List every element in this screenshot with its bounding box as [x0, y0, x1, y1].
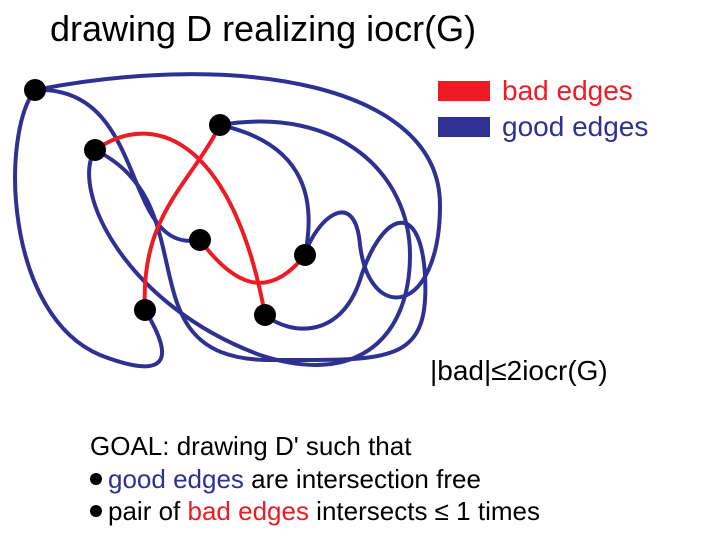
bullet-icon — [90, 505, 102, 517]
graph-node — [254, 304, 276, 326]
bad-edge — [95, 134, 265, 315]
goal-b1-good: good edges — [108, 464, 244, 494]
goal-b2-bad: bad edges — [188, 496, 309, 526]
graph-node — [189, 229, 211, 251]
legend: bad edges good edges — [438, 75, 648, 147]
graph-diagram — [10, 55, 450, 375]
goal-bullet-2: pair of bad edges intersects ≤ 1 times — [90, 495, 540, 528]
goal-b2-post: intersects ≤ 1 times — [309, 496, 540, 526]
goal-block: GOAL: drawing D' such that good edges ar… — [90, 430, 540, 528]
good-edge — [15, 90, 162, 366]
goal-b2-pre: pair of — [108, 496, 188, 526]
legend-row-good: good edges — [438, 111, 648, 143]
legend-label-good: good edges — [502, 111, 648, 143]
graph-node — [24, 79, 46, 101]
goal-b1-post: are intersection free — [244, 464, 481, 494]
goal-bullet-1: good edges are intersection free — [90, 463, 540, 496]
graph-node — [134, 299, 156, 321]
good-edge — [35, 74, 440, 297]
good-edge — [89, 122, 410, 365]
graph-node — [294, 244, 316, 266]
graph-node — [209, 114, 231, 136]
formula-text: |bad|≤2iocr(G) — [430, 355, 608, 387]
bullet-icon — [90, 473, 102, 485]
bad-edges-group — [95, 125, 305, 315]
good-edge — [220, 125, 309, 255]
good-edge — [95, 150, 425, 360]
legend-row-bad: bad edges — [438, 75, 648, 107]
legend-label-bad: bad edges — [502, 75, 633, 107]
goal-prefix: GOAL: drawing D' such that — [90, 430, 540, 463]
graph-node — [84, 139, 106, 161]
page-title: drawing D realizing iocr(G) — [50, 8, 476, 50]
